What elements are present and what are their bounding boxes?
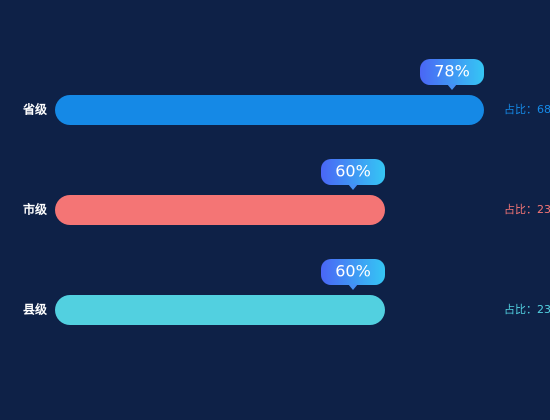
share-label: 占比：23 bbox=[504, 202, 550, 216]
callout-box bbox=[420, 59, 484, 85]
callout-pointer bbox=[348, 184, 358, 190]
category-label: 县级 bbox=[23, 302, 47, 317]
value-label: 60% bbox=[335, 162, 371, 181]
callout-pointer bbox=[447, 84, 457, 90]
value-label: 78% bbox=[434, 62, 470, 81]
category-label: 市级 bbox=[23, 202, 47, 217]
callout-box bbox=[321, 259, 385, 285]
bar bbox=[55, 295, 385, 325]
share-label: 占比：23 bbox=[504, 302, 550, 316]
bar bbox=[55, 195, 385, 225]
callout-box bbox=[321, 159, 385, 185]
category-label: 省级 bbox=[22, 102, 47, 117]
share-label: 占比：68 bbox=[504, 102, 550, 116]
value-label: 60% bbox=[335, 262, 371, 281]
bar bbox=[55, 95, 484, 125]
callout-pointer bbox=[348, 284, 358, 290]
